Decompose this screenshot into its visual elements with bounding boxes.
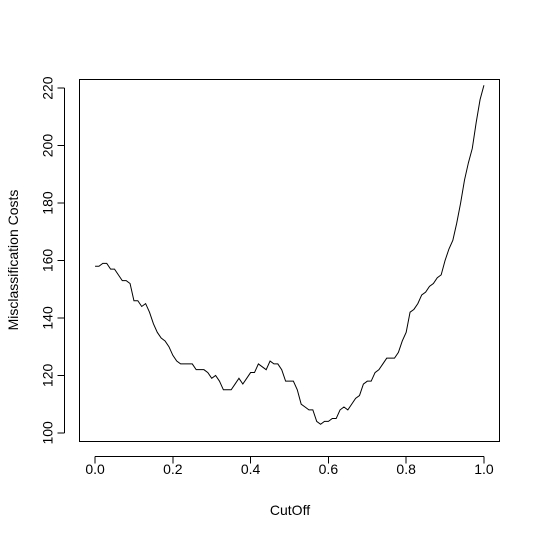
y-axis: 100 120 140 160 180 200 220 [40, 76, 65, 445]
x-axis: 0.0 0.2 0.4 0.6 0.8 1.0 [85, 456, 494, 477]
x-tick-label: 0.8 [396, 461, 416, 477]
plot-frame [79, 79, 500, 442]
series-line [95, 85, 485, 425]
y-tick-label: 160 [40, 249, 56, 273]
y-tick-label: 180 [40, 191, 56, 215]
y-tick-label: 120 [40, 364, 56, 388]
x-tick-label: 0.6 [319, 461, 339, 477]
x-tick-label: 1.0 [474, 461, 494, 477]
y-axis-title: Misclassification Costs [5, 190, 21, 331]
y-tick-label: 140 [40, 306, 56, 330]
x-tick-label: 0.0 [85, 461, 105, 477]
x-axis-title: CutOff [270, 502, 310, 518]
x-tick-label: 0.4 [241, 461, 261, 477]
y-tick-label: 220 [40, 76, 56, 100]
x-tick-label: 0.2 [163, 461, 183, 477]
y-tick-label: 100 [40, 421, 56, 445]
y-tick-label: 200 [40, 134, 56, 158]
